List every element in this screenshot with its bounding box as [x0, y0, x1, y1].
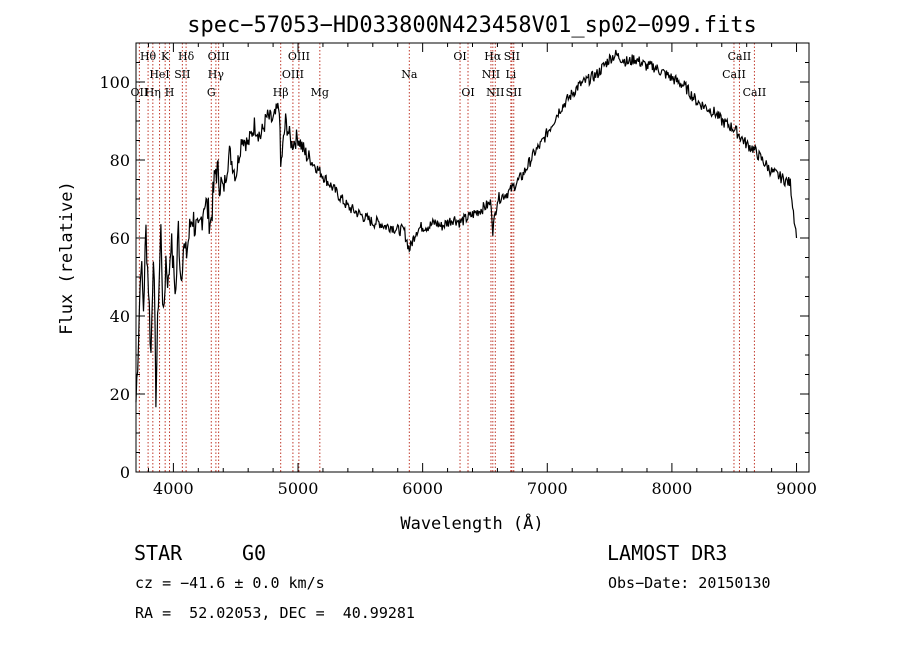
y-tick-label: 100: [99, 73, 130, 92]
line-marker-label-11: Hβ: [273, 86, 289, 99]
y-tick-label: 20: [110, 385, 130, 404]
line-marker-label-23: SII: [506, 86, 522, 99]
line-marker-label-14: Mg: [311, 86, 329, 99]
x-tick-label: 9000: [776, 479, 817, 498]
line-marker-label-0: Hθ: [140, 50, 157, 63]
line-marker-label-22: SII: [504, 50, 520, 63]
survey-name: LAMOST DR3: [607, 541, 728, 565]
line-marker-label-15: Na: [401, 68, 418, 81]
x-tick-label: 4000: [153, 479, 194, 498]
line-marker-label-25: CaII: [728, 50, 752, 63]
line-marker-label-18: NII: [482, 68, 500, 81]
x-axis-label: Wavelength (Å): [400, 512, 543, 534]
y-tick-label: 40: [110, 307, 130, 326]
line-marker-label-20: NII: [486, 86, 504, 99]
line-marker-label-2: Hη: [145, 86, 161, 99]
line-markers: [138, 43, 755, 472]
line-marker-label-12: OIII: [282, 68, 304, 81]
line-marker-label-7: Hδ: [178, 50, 195, 63]
line-marker-label-16: OI: [453, 50, 466, 63]
line-marker-label-13: OIII: [288, 50, 310, 63]
axis-ticks: 4000 5000 6000 7000 8000 9000 0 20 40 60 80 100: [99, 43, 817, 498]
y-tick-label: 60: [110, 229, 130, 248]
x-tick-label: 8000: [652, 479, 693, 498]
object-type: STAR: [134, 541, 183, 565]
x-tick-label: 6000: [402, 479, 443, 498]
x-tick-label: 5000: [278, 479, 319, 498]
line-marker-label-6: SII: [174, 68, 190, 81]
spectrum-chart: spec−57053−HD033800N423458V01_sp02−099.f…: [57, 13, 817, 534]
spectral-subclass: G0: [242, 541, 267, 565]
spectrum-line: [135, 49, 798, 408]
line-marker-label-1: OII: [131, 86, 149, 99]
line-marker-label-4: K: [161, 50, 170, 63]
y-axis-label: Flux (relative): [57, 181, 77, 335]
x-tick-label: 7000: [527, 479, 568, 498]
line-marker-label-19: Hα: [484, 50, 502, 63]
line-marker-label-3: HeI: [149, 68, 169, 81]
line-marker-label-24: CaII: [722, 68, 746, 81]
sky-coordinates: RA = 52.02053, DEC = 40.99281: [135, 604, 415, 622]
y-tick-label: 0: [120, 463, 130, 482]
line-marker-label-26: CaII: [743, 86, 767, 99]
y-tick-label: 80: [110, 151, 130, 170]
plot-frame: [135, 42, 810, 473]
line-marker-label-17: OI: [461, 86, 474, 99]
line-marker-label-8: G: [207, 86, 216, 99]
line-marker-label-21: Li: [505, 68, 516, 81]
observation-date: Obs−Date: 20150130: [608, 574, 771, 592]
line-marker-label-9: Hγ: [208, 68, 225, 81]
line-marker-label-5: H: [165, 86, 175, 99]
radial-velocity: cz = −41.6 ± 0.0 km/s: [135, 574, 325, 592]
chart-title: spec−57053−HD033800N423458V01_sp02−099.f…: [187, 13, 757, 38]
line-marker-label-10: OIII: [208, 50, 230, 63]
